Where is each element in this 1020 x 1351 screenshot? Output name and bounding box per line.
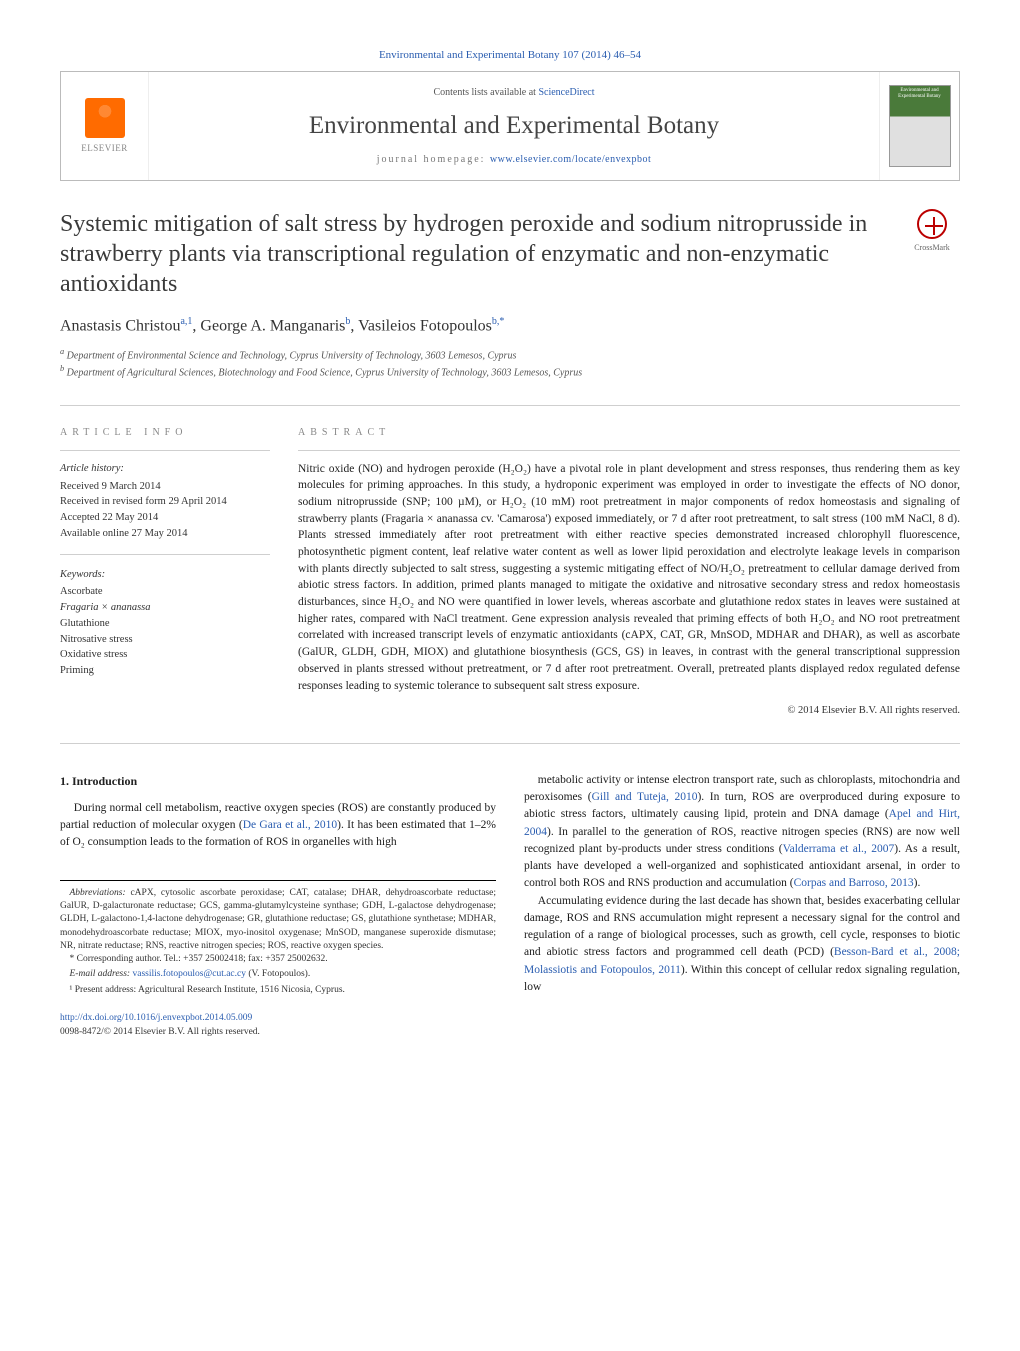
publisher-name: ELSEVIER (81, 142, 128, 155)
abstract-text: Nitric oxide (NO) and hydrogen peroxide … (298, 461, 960, 694)
cite-valderrama[interactable]: Valderrama et al., 2007 (783, 843, 895, 855)
keyword-4: Oxidative stress (60, 647, 270, 663)
author-3: , Vasileios Fotopoulos (350, 318, 492, 335)
cite-gill[interactable]: Gill and Tuteja, 2010 (592, 791, 698, 803)
history-accepted: Accepted 22 May 2014 (60, 510, 270, 526)
publisher-logo: ELSEVIER (61, 72, 149, 180)
email-link[interactable]: vassilis.fotopoulos@cut.ac.cy (132, 969, 246, 979)
abbreviations-block: Abbreviations: cAPX, cytosolic ascorbate… (60, 887, 496, 953)
intro-p3: Accumulating evidence during the last de… (524, 893, 960, 997)
affiliations: a Department of Environmental Science an… (60, 346, 960, 381)
email-label: E-mail address: (70, 969, 133, 979)
keyword-3: Nitrosative stress (60, 632, 270, 648)
affiliation-a-text: Department of Environmental Science and … (67, 350, 517, 361)
keyword-2: Glutathione (60, 616, 270, 632)
history-received: Received 9 March 2014 (60, 479, 270, 495)
article-info-column: ARTICLE INFO Article history: Received 9… (60, 426, 270, 719)
contents-available-line: Contents lists available at ScienceDirec… (433, 86, 594, 100)
journal-name: Environmental and Experimental Botany (309, 108, 719, 143)
abstract-column: ABSTRACT Nitric oxide (NO) and hydrogen … (298, 426, 960, 719)
affiliation-a: a Department of Environmental Science an… (60, 346, 960, 363)
contents-prefix: Contents lists available at (433, 87, 538, 98)
abstract-divider (298, 450, 960, 451)
keyword-5: Priming (60, 663, 270, 679)
crossmark-badge[interactable]: CrossMark (904, 209, 960, 253)
journal-cover: Environmental and Experimental Botany (879, 72, 959, 180)
authors-line: Anastasis Christoua,1, George A. Mangana… (60, 315, 960, 338)
intro-heading: 1. Introduction (60, 772, 496, 790)
issn-line: 0098-8472/© 2014 Elsevier B.V. All right… (60, 1027, 260, 1037)
intro-p2e: ). (914, 877, 921, 889)
cover-thumbnail: Environmental and Experimental Botany (889, 85, 951, 167)
intro-p1: During normal cell metabolism, reactive … (60, 800, 496, 852)
body-column-right: metabolic activity or intense electron t… (524, 772, 960, 1040)
article-info-label: ARTICLE INFO (60, 426, 270, 440)
homepage-prefix: journal homepage: (377, 154, 490, 165)
homepage-line: journal homepage: www.elsevier.com/locat… (377, 153, 652, 167)
keyword-1: Fragaria × ananassa (60, 600, 270, 616)
cite-corpas[interactable]: Corpas and Barroso, 2013 (794, 877, 914, 889)
article-title: Systemic mitigation of salt stress by hy… (60, 209, 888, 299)
doi-block: http://dx.doi.org/10.1016/j.envexpbot.20… (60, 1011, 496, 1040)
crossmark-label: CrossMark (914, 243, 950, 252)
present-address: ¹ Present address: Agricultural Research… (60, 984, 496, 997)
history-revised: Received in revised form 29 April 2014 (60, 494, 270, 510)
history-online: Available online 27 May 2014 (60, 526, 270, 542)
keyword-0: Ascorbate (60, 584, 270, 600)
header-citation: Environmental and Experimental Botany 10… (60, 48, 960, 63)
article-history-heading: Article history: (60, 461, 270, 477)
author-1: Anastasis Christou (60, 318, 180, 335)
divider-top (60, 405, 960, 406)
abbrev-label: Abbreviations: (70, 888, 126, 898)
info-divider (60, 450, 270, 451)
author-1-sup: a,1 (180, 316, 192, 327)
body-column-left: 1. Introduction During normal cell metab… (60, 772, 496, 1040)
email-suffix: (V. Fotopoulos). (246, 969, 310, 979)
keywords-heading: Keywords: (60, 567, 270, 583)
journal-header-bar: ELSEVIER Contents lists available at Sci… (60, 71, 960, 181)
homepage-link[interactable]: www.elsevier.com/locate/envexpbot (490, 154, 651, 165)
header-center: Contents lists available at ScienceDirec… (149, 72, 879, 180)
elsevier-tree-icon (85, 98, 125, 138)
abbrev-text: cAPX, cytosolic ascorbate peroxidase; CA… (60, 888, 496, 951)
sciencedirect-link[interactable]: ScienceDirect (538, 87, 594, 98)
history-divider (60, 554, 270, 555)
footnotes: Abbreviations: cAPX, cytosolic ascorbate… (60, 880, 496, 997)
abstract-label: ABSTRACT (298, 426, 960, 440)
divider-bottom (60, 743, 960, 744)
email-line: E-mail address: vassilis.fotopoulos@cut.… (60, 968, 496, 981)
crossmark-icon (917, 209, 947, 239)
affiliation-b: b Department of Agricultural Sciences, B… (60, 363, 960, 380)
cite-degara[interactable]: De Gara et al., 2010 (243, 819, 337, 831)
intro-p2: metabolic activity or intense electron t… (524, 772, 960, 893)
author-3-sup: b,* (492, 316, 505, 327)
cover-title: Environmental and Experimental Botany (892, 88, 948, 99)
copyright-line: © 2014 Elsevier B.V. All rights reserved… (298, 704, 960, 719)
affiliation-b-text: Department of Agricultural Sciences, Bio… (67, 368, 582, 379)
author-2: , George A. Manganaris (192, 318, 345, 335)
corresponding-author: * Corresponding author. Tel.: +357 25002… (60, 953, 496, 966)
doi-link[interactable]: http://dx.doi.org/10.1016/j.envexpbot.20… (60, 1013, 252, 1023)
